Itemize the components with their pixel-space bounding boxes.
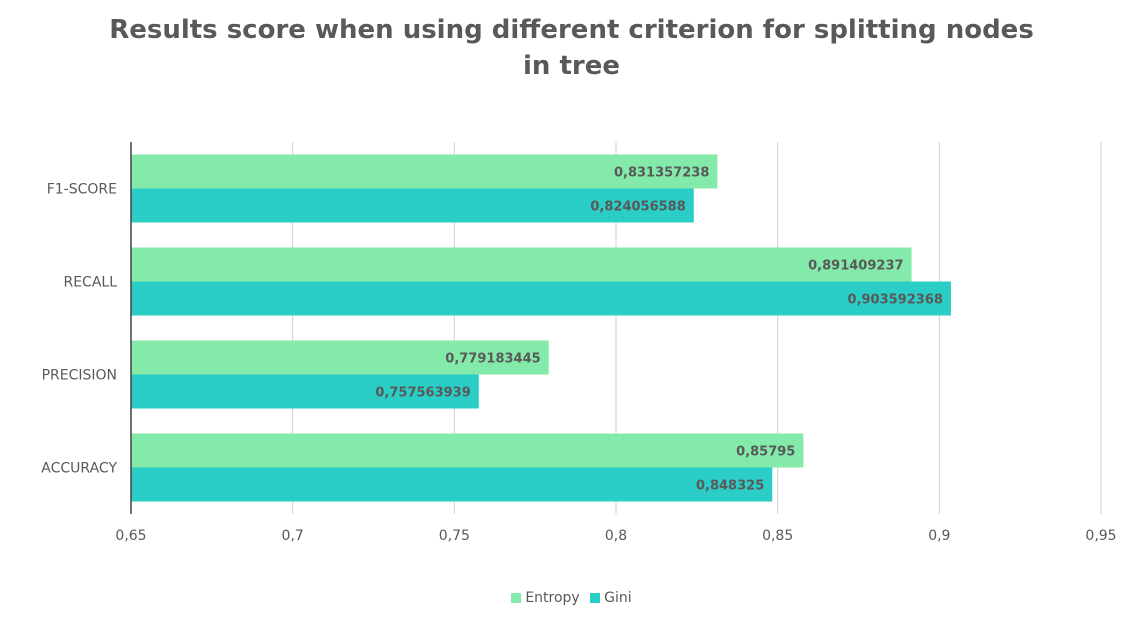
bar-entropy	[131, 433, 804, 468]
category-label: F1-SCORE	[47, 182, 117, 198]
legend: Entropy Gini	[0, 590, 1143, 607]
legend-item-gini: Gini	[590, 590, 632, 606]
legend-swatch-entropy	[511, 593, 522, 603]
bar-entropy	[131, 247, 912, 282]
category-label: ACCURACY	[41, 461, 117, 477]
data-label: 0,757563939	[375, 386, 470, 401]
category-label: PRECISION	[42, 368, 117, 384]
data-label: 0,85795	[736, 445, 795, 460]
data-label: 0,903592368	[848, 293, 943, 308]
bar-gini	[131, 188, 694, 223]
x-tick-label: 0,75	[439, 528, 470, 544]
bar-gini	[131, 374, 479, 409]
data-label: 0,891409237	[808, 259, 903, 274]
bars	[131, 154, 951, 502]
chart-title: Results score when using different crite…	[109, 15, 1034, 81]
legend-label-entropy: Entropy	[525, 590, 580, 606]
bar-entropy	[131, 154, 718, 189]
data-labels: 0,831357238 0,824056588 0,891409237 0,90359…	[375, 166, 943, 494]
x-tick-label: 0,85	[762, 528, 793, 544]
data-label: 0,779183445	[445, 352, 540, 367]
legend-label-gini: Gini	[604, 590, 632, 606]
x-tick-label: 0,9	[928, 528, 950, 544]
legend-item-entropy: Entropy	[511, 590, 580, 606]
legend-swatch-gini	[590, 593, 601, 603]
data-label: 0,848325	[696, 479, 764, 494]
category-label: RECALL	[63, 275, 117, 291]
data-label: 0,824056588	[590, 200, 685, 215]
bar-entropy	[131, 340, 549, 375]
x-tick-label: 0,95	[1085, 528, 1116, 544]
x-tick-labels: 0,65 0,7 0,75 0,8 0,85 0,9 0,95	[115, 528, 1116, 544]
data-label: 0,831357238	[614, 166, 709, 181]
x-tick-label: 0,8	[605, 528, 627, 544]
category-labels: F1-SCORE RECALL PRECISION ACCURACY	[41, 182, 117, 477]
x-tick-label: 0,7	[282, 528, 304, 544]
x-tick-label: 0,65	[115, 528, 146, 544]
bar-gini	[131, 467, 773, 502]
bar-gini	[131, 281, 951, 316]
